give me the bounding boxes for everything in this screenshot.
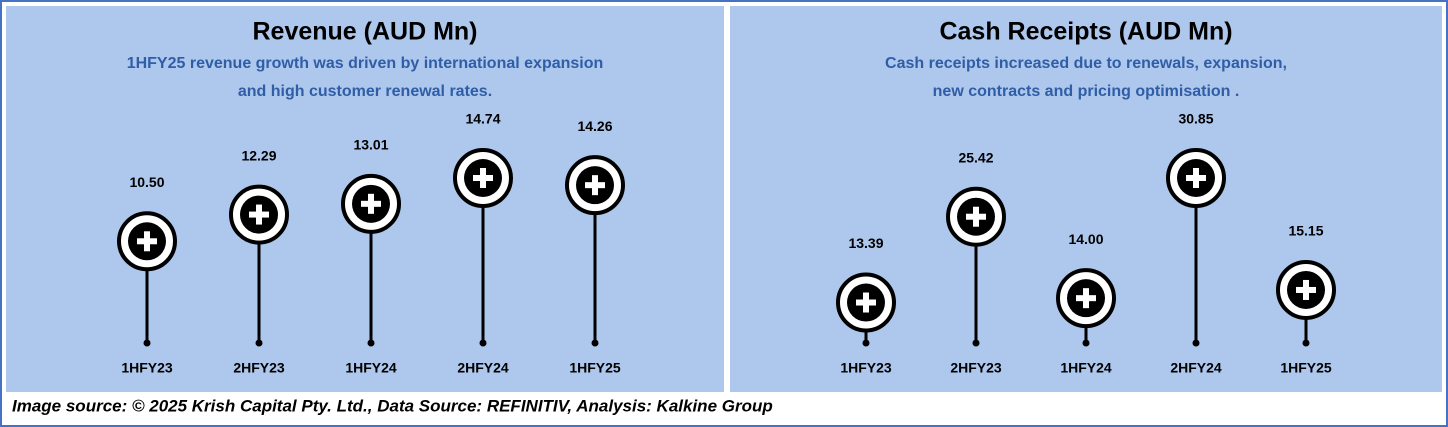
stem-foot <box>591 339 599 347</box>
x-tick-label: 1HFY25 <box>1280 360 1332 376</box>
plus-v <box>144 231 150 252</box>
value-label: 10.50 <box>129 174 164 190</box>
chart-title: Cash Receipts (AUD Mn) <box>939 18 1232 46</box>
x-tick-label: 2HFY24 <box>457 360 509 376</box>
value-label: 14.00 <box>1068 231 1103 247</box>
value-label: 30.85 <box>1178 111 1213 127</box>
plus-v <box>592 175 598 196</box>
plus-v <box>1303 279 1309 300</box>
stem-foot <box>255 339 263 347</box>
x-tick-label: 1HFY24 <box>345 360 397 376</box>
stem-foot <box>972 339 980 347</box>
chart-subtitle: 1HFY25 revenue growth was driven by inte… <box>127 55 604 72</box>
stem-foot <box>1192 339 1200 347</box>
stem-foot <box>1302 339 1310 347</box>
value-label: 25.42 <box>958 149 993 165</box>
source-note: Image source: © 2025 Krish Capital Pty. … <box>12 396 773 415</box>
x-tick-label: 2HFY23 <box>233 360 285 376</box>
x-tick-label: 2HFY23 <box>950 360 1002 376</box>
x-tick-label: 1HFY25 <box>569 360 621 376</box>
value-label: 14.26 <box>577 118 612 134</box>
plus-v <box>1083 288 1089 309</box>
plus-v <box>256 204 262 225</box>
plus-v <box>863 292 869 313</box>
x-tick-label: 1HFY24 <box>1060 360 1112 376</box>
chart-subtitle: new contracts and pricing optimisation . <box>933 83 1240 100</box>
value-label: 13.01 <box>353 137 388 153</box>
value-label: 13.39 <box>848 235 883 251</box>
stem-foot <box>1082 339 1090 347</box>
x-tick-label: 1HFY23 <box>121 360 173 376</box>
x-tick-label: 2HFY24 <box>1170 360 1222 376</box>
value-label: 14.74 <box>465 111 500 127</box>
value-label: 15.15 <box>1288 223 1323 239</box>
stem-foot <box>862 339 870 347</box>
chart-title: Revenue (AUD Mn) <box>252 18 477 46</box>
plus-v <box>368 193 374 214</box>
value-label: 12.29 <box>241 147 276 163</box>
stem-foot <box>367 339 375 347</box>
plus-v <box>973 206 979 227</box>
stem-foot <box>143 339 151 347</box>
chart-subtitle: and high customer renewal rates. <box>238 83 492 100</box>
stem-foot <box>479 339 487 347</box>
plus-v <box>1193 168 1199 188</box>
chart-subtitle: Cash receipts increased due to renewals,… <box>885 55 1287 72</box>
plus-v <box>480 168 486 188</box>
x-tick-label: 1HFY23 <box>840 360 892 376</box>
